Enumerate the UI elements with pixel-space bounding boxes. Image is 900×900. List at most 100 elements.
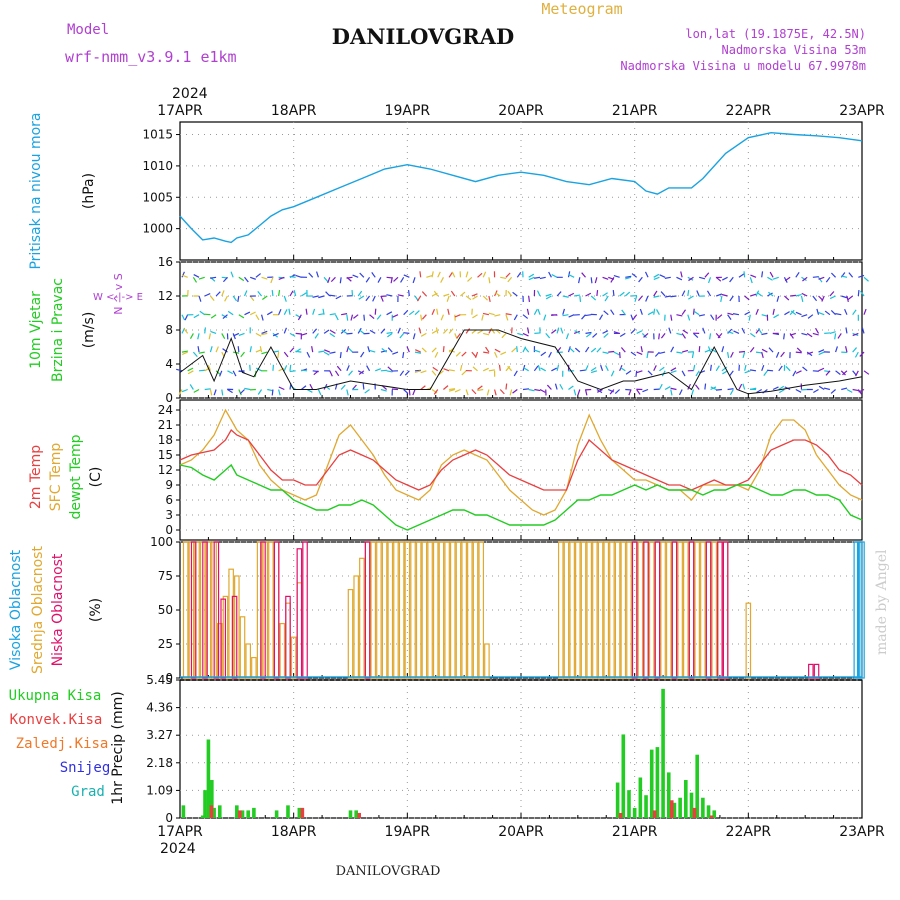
wind-arrow [812,295,818,302]
wind-arrow-shaft [507,365,513,372]
wind-arrow [540,367,547,372]
wind-arrow [687,383,691,390]
wind-arrow-shaft [749,369,757,372]
cloud-bar [472,541,479,679]
wind-arrow-shaft [403,309,409,316]
wind-arrow [213,389,217,396]
wind-arrow-shaft [198,351,205,354]
wind-arrow [249,346,252,353]
wind-arrow-shaft [189,333,194,339]
wind-arrow-shaft [852,347,858,353]
cloud-bar [569,541,575,679]
wind-arrow-shaft [602,330,609,334]
wind-arrow [431,370,437,376]
wind-arrow-shaft [461,351,467,357]
cloud-bar [620,541,627,679]
wind-arrow [486,389,490,396]
wind-arrow [471,351,477,358]
wind-arrow-shaft [488,295,491,302]
wind-arrow-shaft [585,331,592,334]
wind-arrow [375,368,382,372]
wind-arrow [654,351,660,357]
wind-arrow [257,389,263,395]
wind-arrow [505,365,511,372]
cloud-bar [398,541,405,679]
wind-arrow [596,347,602,353]
wind-arrow-shaft [767,276,773,281]
wind-arrow [619,291,625,297]
wind-arrow [412,333,416,340]
wind-arrow-shaft [283,327,287,334]
wind-arrow [412,389,416,396]
wind-arrow-shaft [600,364,604,371]
wind-arrow [488,369,495,372]
wind-arrow [210,314,217,319]
wind-arrow-shaft [750,274,757,278]
wind-arrow-shaft [668,327,672,334]
wind-arrow [540,351,547,357]
wind-arrow [448,271,453,278]
y-tick-label: 15 [158,448,173,462]
wind-arrow [358,295,365,300]
wind-arrow [329,294,336,297]
wind-arrow-shaft [210,314,217,319]
wind-arrow [717,333,723,339]
wind-arrow-shaft [729,276,734,283]
cloud-bar [705,541,712,679]
wind-arrow-shaft [222,314,228,320]
cloud-bar [404,541,411,679]
wind-arrow-shaft [357,290,363,297]
wind-arrows [176,271,870,396]
wind-arrow [329,370,333,377]
wind-arrow [818,276,823,283]
wind-arrow [846,388,853,393]
wind-arrow [639,308,643,315]
wind-arrow-shaft [630,328,636,334]
wind-arrow [676,332,683,336]
wind-arrow-shaft [621,309,626,316]
wind-arrow-shaft [301,292,307,297]
wind-arrow [347,347,353,353]
cloud-bar [438,541,445,679]
wind-arrow [551,367,558,372]
wind-arrow [488,312,495,316]
wind-arrow-shaft [834,333,837,340]
wind-arrow-shaft [761,271,764,278]
wind-arrow [830,272,837,278]
wind-arrow [574,330,581,334]
wind-arrow [335,295,342,300]
wind-arrow-shaft [613,274,620,278]
wind-arrow [483,332,490,336]
wind-arrow-shaft [812,276,819,278]
wind-arrow [176,368,183,372]
wind-arrow [821,295,825,302]
wind-arrow [536,290,541,297]
wind-arrow [829,291,835,297]
wind-arrow [455,351,461,357]
wind-arrow-shaft [346,346,350,353]
wind-arrow [181,388,188,393]
wind-arrow [365,276,371,283]
wind-arrow-shaft [852,388,859,392]
x-day-label-top: 22APR [726,103,772,119]
wind-arrow [691,389,695,396]
wind-arrow [812,276,819,278]
wind-arrow-shaft [801,314,808,318]
wind-arrow-shaft [795,271,800,278]
precip-bar [638,777,643,818]
wind-arrow [830,389,836,394]
wind-arrow-shaft [841,387,848,391]
wind-arrow-shaft [568,292,575,297]
wind-arrow-shaft [646,351,649,359]
wind-arrow-shaft [559,383,564,390]
wind-arrow-shaft [329,329,336,334]
wind-arrow [513,370,518,377]
wind-arrow-shaft [447,308,450,315]
wind-arrow-shaft [755,308,759,315]
wind-arrow-shaft [295,350,302,353]
wind-arrow [481,314,484,321]
cloud-bar [563,541,570,679]
wind-arrow-shaft [433,389,439,395]
wind-arrow [477,329,484,334]
wind-arrow [419,271,422,278]
